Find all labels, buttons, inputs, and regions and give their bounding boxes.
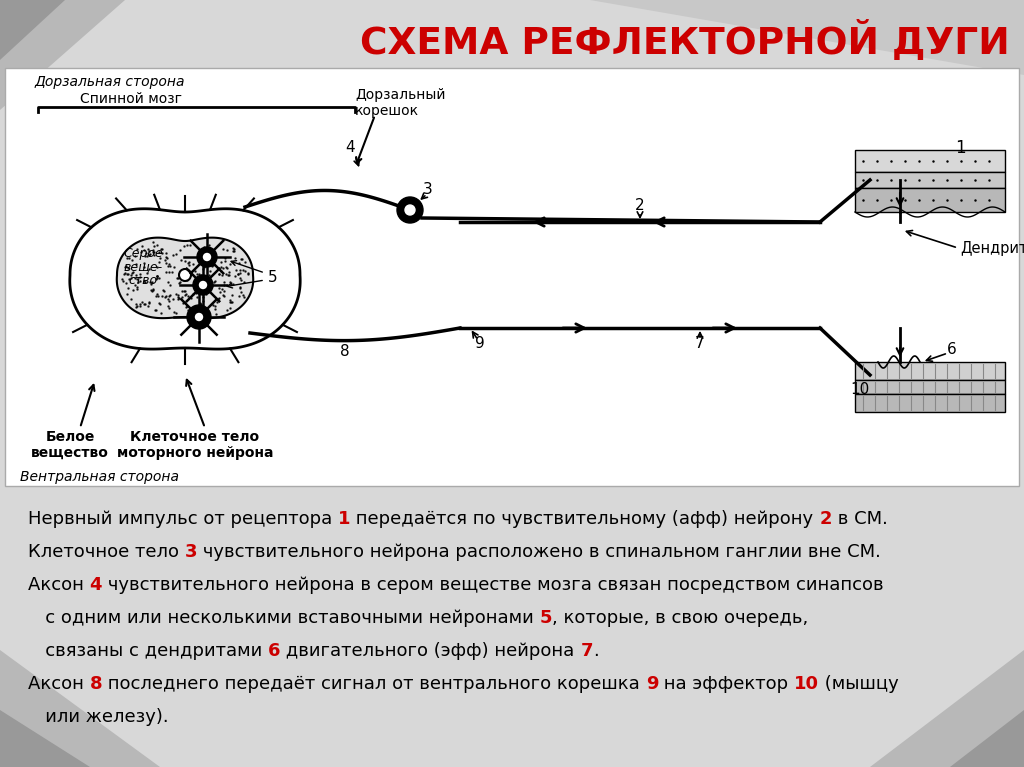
Text: Дорзальная сторона: Дорзальная сторона <box>35 75 185 89</box>
Polygon shape <box>0 0 65 60</box>
Text: двигательного (эфф) нейрона: двигательного (эфф) нейрона <box>281 642 581 660</box>
Polygon shape <box>117 238 253 318</box>
Text: 4: 4 <box>345 140 354 156</box>
Polygon shape <box>0 650 160 767</box>
Circle shape <box>204 254 211 261</box>
Text: .: . <box>593 642 599 660</box>
Text: связаны с дендритами: связаны с дендритами <box>28 642 268 660</box>
Text: или железу).: или железу). <box>28 708 169 726</box>
Text: СХЕМА РЕФЛЕКТОРНОЙ ДУГИ: СХЕМА РЕФЛЕКТОРНОЙ ДУГИ <box>360 21 1010 62</box>
Text: Спинной мозг: Спинной мозг <box>80 92 182 106</box>
Text: 10: 10 <box>795 675 819 693</box>
Text: чувствительного нейрона расположено в спинальном ганглии вне СМ.: чувствительного нейрона расположено в сп… <box>198 543 881 561</box>
Polygon shape <box>590 0 1024 75</box>
Text: 1: 1 <box>338 510 350 528</box>
Text: 9: 9 <box>475 337 485 351</box>
Polygon shape <box>870 650 1024 767</box>
Text: 8: 8 <box>90 675 102 693</box>
Text: с одним или несколькими вставочными нейронами: с одним или несколькими вставочными нейр… <box>28 609 540 627</box>
Text: Нервный импульс от рецептора: Нервный импульс от рецептора <box>28 510 338 528</box>
Text: 8: 8 <box>340 344 350 360</box>
Bar <box>855 362 1005 380</box>
Polygon shape <box>950 710 1024 767</box>
Text: 5: 5 <box>540 609 552 627</box>
Text: 6: 6 <box>268 642 281 660</box>
Bar <box>855 150 1005 172</box>
Text: на эффектор: на эффектор <box>658 675 795 693</box>
Text: Аксон: Аксон <box>28 675 90 693</box>
Text: чувствительного нейрона в сером веществе мозга связан посредством синапсов: чувствительного нейрона в сером веществе… <box>102 576 884 594</box>
Circle shape <box>200 281 207 288</box>
Text: 2: 2 <box>635 197 645 212</box>
Text: , которые, в свою очередь,: , которые, в свою очередь, <box>552 609 808 627</box>
Text: Белое
вещество: Белое вещество <box>31 430 109 460</box>
Bar <box>855 394 1005 412</box>
Circle shape <box>406 205 415 215</box>
Text: Клеточное тело: Клеточное тело <box>28 543 184 561</box>
Bar <box>5 68 1019 486</box>
Text: 10: 10 <box>850 383 869 397</box>
Bar <box>855 172 1005 188</box>
Circle shape <box>187 305 211 329</box>
Text: 7: 7 <box>581 642 593 660</box>
Text: передаётся по чувствительному (афф) нейрону: передаётся по чувствительному (афф) нейр… <box>350 510 819 528</box>
Polygon shape <box>70 209 300 349</box>
Text: Дорзальный
корешок: Дорзальный корешок <box>355 88 445 118</box>
Text: 3: 3 <box>423 183 433 197</box>
Text: в СМ.: в СМ. <box>831 510 888 528</box>
Text: Клеточное тело
моторного нейрона: Клеточное тело моторного нейрона <box>117 430 273 460</box>
Text: 6: 6 <box>947 343 956 357</box>
Text: (мышцу: (мышцу <box>819 675 899 693</box>
Text: 2: 2 <box>819 510 831 528</box>
Bar <box>855 380 1005 394</box>
Circle shape <box>397 197 423 223</box>
Text: 7: 7 <box>695 337 705 351</box>
Text: Серое
веще-
ство: Серое веще- ство <box>123 246 163 288</box>
Text: 5: 5 <box>268 269 278 285</box>
Circle shape <box>193 275 213 295</box>
Text: Вентральная сторона: Вентральная сторона <box>20 470 179 484</box>
Text: 9: 9 <box>646 675 658 693</box>
Polygon shape <box>0 0 125 110</box>
Text: 4: 4 <box>90 576 102 594</box>
Text: Дендрит: Дендрит <box>961 241 1024 255</box>
Bar <box>855 188 1005 212</box>
Circle shape <box>197 247 217 267</box>
Circle shape <box>196 314 203 321</box>
Text: 1: 1 <box>954 139 966 157</box>
Text: 3: 3 <box>184 543 198 561</box>
Circle shape <box>179 269 191 281</box>
Polygon shape <box>0 710 90 767</box>
Text: Аксон: Аксон <box>28 576 90 594</box>
Text: последнего передаёт сигнал от вентрального корешка: последнего передаёт сигнал от вентрально… <box>102 675 646 693</box>
